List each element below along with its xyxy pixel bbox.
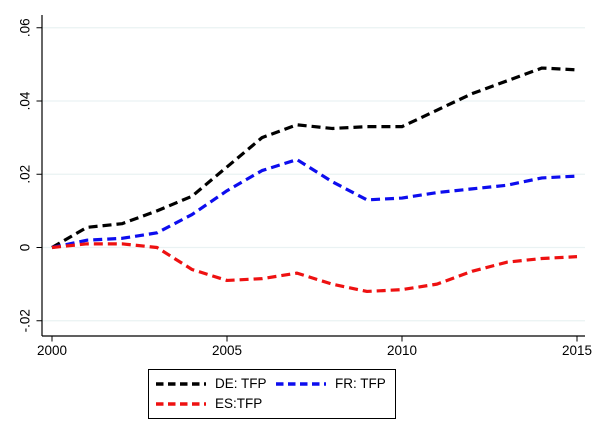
x-tick-label: 2015 — [562, 343, 592, 358]
legend: DE: TFP FR: TFP ES:TFP — [148, 369, 396, 419]
legend-item-de: DE: TFP — [155, 375, 275, 393]
y-tick-label: .02 — [18, 165, 33, 184]
x-tick-label: 2010 — [387, 343, 417, 358]
fr-dash-sample-icon — [276, 382, 326, 386]
series-line-1 — [51, 158, 578, 250]
y-tick-label: .04 — [18, 91, 33, 110]
y-tick-label: 0 — [18, 244, 33, 252]
y-tick-label: .06 — [18, 18, 33, 37]
legend-label-de: DE: TFP — [215, 376, 267, 391]
x-tick-label: 2005 — [212, 343, 242, 358]
legend-label-fr: FR: TFP — [335, 376, 386, 391]
legend-item-fr: FR: TFP — [275, 375, 395, 393]
y-tick-label: -.02 — [18, 309, 33, 332]
x-tick-label: 2000 — [37, 343, 67, 358]
series-line-0 — [51, 66, 578, 249]
es-dash-sample-icon — [156, 402, 206, 406]
legend-label-es: ES:TFP — [215, 396, 263, 411]
legend-item-es: ES:TFP — [155, 395, 275, 413]
series-line-2 — [51, 242, 578, 294]
de-dash-sample-icon — [156, 382, 206, 386]
